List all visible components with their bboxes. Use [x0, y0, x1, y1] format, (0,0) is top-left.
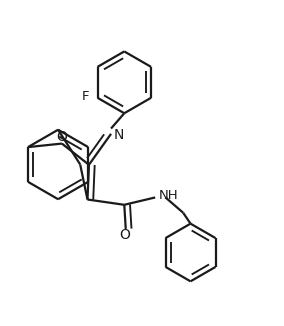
- Text: NH: NH: [159, 188, 178, 201]
- Text: O: O: [119, 229, 130, 243]
- Text: N: N: [113, 128, 124, 142]
- Text: O: O: [57, 130, 67, 144]
- Text: F: F: [82, 90, 89, 103]
